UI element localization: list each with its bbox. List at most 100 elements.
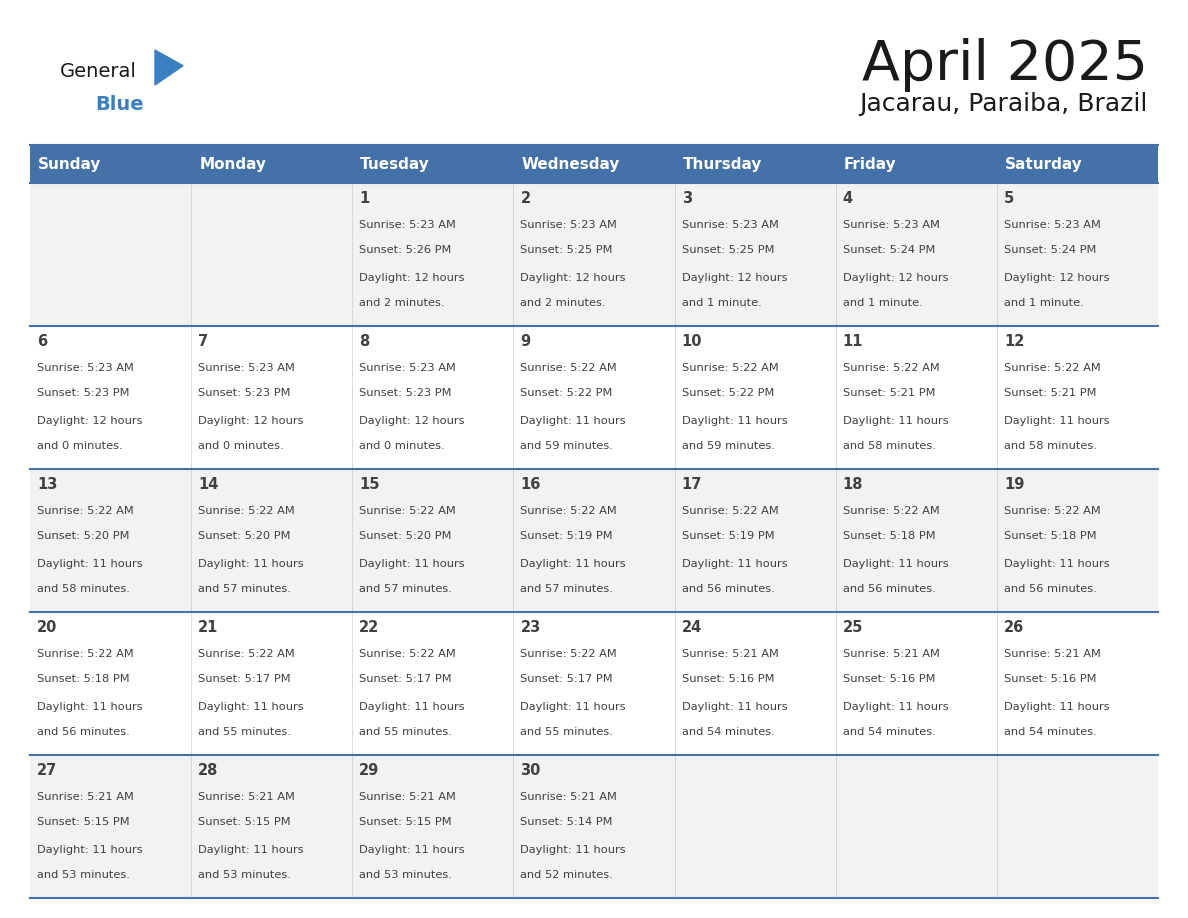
- Text: Daylight: 12 hours: Daylight: 12 hours: [682, 273, 788, 283]
- Text: Daylight: 12 hours: Daylight: 12 hours: [1004, 273, 1110, 283]
- Text: Sunset: 5:18 PM: Sunset: 5:18 PM: [37, 675, 129, 684]
- Text: and 54 minutes.: and 54 minutes.: [682, 727, 775, 737]
- Text: Daylight: 11 hours: Daylight: 11 hours: [1004, 416, 1110, 426]
- Text: 7: 7: [198, 334, 208, 349]
- Text: Daylight: 11 hours: Daylight: 11 hours: [198, 558, 304, 568]
- Bar: [30, 612, 1158, 755]
- Text: Daylight: 11 hours: Daylight: 11 hours: [520, 416, 626, 426]
- Text: Daylight: 11 hours: Daylight: 11 hours: [842, 558, 948, 568]
- Text: and 52 minutes.: and 52 minutes.: [520, 870, 613, 880]
- Text: Sunset: 5:21 PM: Sunset: 5:21 PM: [842, 388, 935, 398]
- Text: Sunrise: 5:23 AM: Sunrise: 5:23 AM: [682, 219, 778, 230]
- Text: 30: 30: [520, 763, 541, 778]
- Text: and 58 minutes.: and 58 minutes.: [842, 442, 936, 452]
- Text: and 54 minutes.: and 54 minutes.: [1004, 727, 1097, 737]
- Text: and 53 minutes.: and 53 minutes.: [359, 870, 453, 880]
- Text: and 2 minutes.: and 2 minutes.: [520, 298, 606, 308]
- Text: and 59 minutes.: and 59 minutes.: [682, 442, 775, 452]
- Text: 14: 14: [198, 477, 219, 492]
- Text: Daylight: 11 hours: Daylight: 11 hours: [37, 558, 143, 568]
- Text: 29: 29: [359, 763, 379, 778]
- Text: 24: 24: [682, 620, 702, 635]
- Text: and 53 minutes.: and 53 minutes.: [198, 870, 291, 880]
- Text: 22: 22: [359, 620, 379, 635]
- Text: 4: 4: [842, 191, 853, 206]
- Text: Daylight: 12 hours: Daylight: 12 hours: [198, 416, 304, 426]
- Text: Sunrise: 5:23 AM: Sunrise: 5:23 AM: [359, 363, 456, 373]
- Text: 21: 21: [198, 620, 219, 635]
- Text: 13: 13: [37, 477, 57, 492]
- Text: Daylight: 11 hours: Daylight: 11 hours: [1004, 558, 1110, 568]
- Text: Sunset: 5:23 PM: Sunset: 5:23 PM: [359, 388, 451, 398]
- Text: Daylight: 12 hours: Daylight: 12 hours: [359, 416, 465, 426]
- Text: 1: 1: [359, 191, 369, 206]
- Text: Sunset: 5:15 PM: Sunset: 5:15 PM: [359, 817, 451, 827]
- Text: 8: 8: [359, 334, 369, 349]
- Text: Sunset: 5:17 PM: Sunset: 5:17 PM: [520, 675, 613, 684]
- Text: General: General: [61, 62, 137, 81]
- Text: Sunrise: 5:22 AM: Sunrise: 5:22 AM: [520, 506, 618, 516]
- Bar: [30, 469, 1158, 612]
- Text: Sunset: 5:24 PM: Sunset: 5:24 PM: [842, 245, 935, 255]
- Text: Sunset: 5:25 PM: Sunset: 5:25 PM: [682, 245, 775, 255]
- Text: Daylight: 12 hours: Daylight: 12 hours: [359, 273, 465, 283]
- Text: Daylight: 11 hours: Daylight: 11 hours: [359, 845, 465, 855]
- Text: Daylight: 12 hours: Daylight: 12 hours: [842, 273, 948, 283]
- Bar: [30, 145, 1158, 183]
- Text: Sunrise: 5:23 AM: Sunrise: 5:23 AM: [842, 219, 940, 230]
- Text: Monday: Monday: [200, 156, 266, 172]
- Text: Friday: Friday: [843, 156, 896, 172]
- Text: Daylight: 11 hours: Daylight: 11 hours: [37, 701, 143, 711]
- Text: Daylight: 11 hours: Daylight: 11 hours: [520, 701, 626, 711]
- Text: Sunrise: 5:22 AM: Sunrise: 5:22 AM: [520, 649, 618, 658]
- Text: Daylight: 11 hours: Daylight: 11 hours: [520, 558, 626, 568]
- Text: and 57 minutes.: and 57 minutes.: [359, 584, 453, 594]
- Text: Blue: Blue: [95, 95, 144, 114]
- Text: and 55 minutes.: and 55 minutes.: [359, 727, 453, 737]
- Text: Sunrise: 5:23 AM: Sunrise: 5:23 AM: [359, 219, 456, 230]
- Text: Sunday: Sunday: [38, 156, 101, 172]
- Text: and 56 minutes.: and 56 minutes.: [1004, 584, 1097, 594]
- Text: 17: 17: [682, 477, 702, 492]
- Text: and 56 minutes.: and 56 minutes.: [682, 584, 775, 594]
- Text: Daylight: 11 hours: Daylight: 11 hours: [842, 701, 948, 711]
- Text: Sunrise: 5:22 AM: Sunrise: 5:22 AM: [842, 506, 940, 516]
- Text: Sunrise: 5:22 AM: Sunrise: 5:22 AM: [359, 506, 456, 516]
- Text: Sunrise: 5:21 AM: Sunrise: 5:21 AM: [520, 791, 618, 801]
- Text: Sunset: 5:15 PM: Sunset: 5:15 PM: [198, 817, 291, 827]
- Text: Sunset: 5:18 PM: Sunset: 5:18 PM: [842, 532, 935, 542]
- Text: Sunset: 5:25 PM: Sunset: 5:25 PM: [520, 245, 613, 255]
- Text: Sunset: 5:14 PM: Sunset: 5:14 PM: [520, 817, 613, 827]
- Text: Daylight: 11 hours: Daylight: 11 hours: [682, 558, 788, 568]
- Text: Sunrise: 5:22 AM: Sunrise: 5:22 AM: [37, 649, 134, 658]
- Text: Sunset: 5:20 PM: Sunset: 5:20 PM: [359, 532, 451, 542]
- Bar: [30, 755, 1158, 898]
- Text: Daylight: 11 hours: Daylight: 11 hours: [359, 558, 465, 568]
- Text: Sunset: 5:26 PM: Sunset: 5:26 PM: [359, 245, 451, 255]
- Text: Sunrise: 5:22 AM: Sunrise: 5:22 AM: [1004, 506, 1100, 516]
- Text: and 57 minutes.: and 57 minutes.: [198, 584, 291, 594]
- Text: Sunset: 5:22 PM: Sunset: 5:22 PM: [682, 388, 773, 398]
- Text: Daylight: 11 hours: Daylight: 11 hours: [198, 845, 304, 855]
- Text: 25: 25: [842, 620, 864, 635]
- Text: Sunset: 5:16 PM: Sunset: 5:16 PM: [842, 675, 935, 684]
- Text: Sunrise: 5:22 AM: Sunrise: 5:22 AM: [520, 363, 618, 373]
- Text: Sunrise: 5:21 AM: Sunrise: 5:21 AM: [37, 791, 134, 801]
- Text: Sunrise: 5:22 AM: Sunrise: 5:22 AM: [198, 649, 295, 658]
- Text: and 0 minutes.: and 0 minutes.: [37, 442, 122, 452]
- Text: 2: 2: [520, 191, 531, 206]
- Text: and 59 minutes.: and 59 minutes.: [520, 442, 613, 452]
- Text: 20: 20: [37, 620, 57, 635]
- Text: Daylight: 11 hours: Daylight: 11 hours: [359, 701, 465, 711]
- Text: and 57 minutes.: and 57 minutes.: [520, 584, 613, 594]
- Text: Daylight: 11 hours: Daylight: 11 hours: [682, 701, 788, 711]
- Text: and 1 minute.: and 1 minute.: [682, 298, 762, 308]
- Text: Sunset: 5:18 PM: Sunset: 5:18 PM: [1004, 532, 1097, 542]
- Text: Sunrise: 5:23 AM: Sunrise: 5:23 AM: [1004, 219, 1101, 230]
- Text: Sunset: 5:22 PM: Sunset: 5:22 PM: [520, 388, 613, 398]
- Text: 10: 10: [682, 334, 702, 349]
- Text: and 55 minutes.: and 55 minutes.: [198, 727, 291, 737]
- Text: Sunset: 5:15 PM: Sunset: 5:15 PM: [37, 817, 129, 827]
- Text: Daylight: 11 hours: Daylight: 11 hours: [520, 845, 626, 855]
- Text: Sunrise: 5:22 AM: Sunrise: 5:22 AM: [1004, 363, 1100, 373]
